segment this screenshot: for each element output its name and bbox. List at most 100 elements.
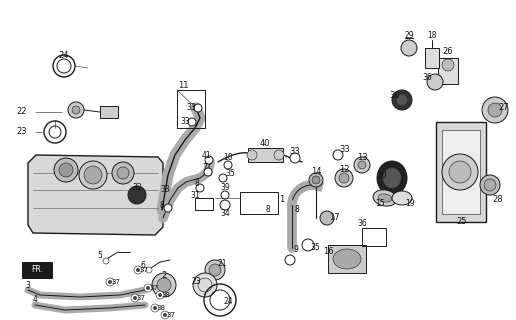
Ellipse shape [392, 191, 412, 205]
Bar [328, 245, 366, 273]
Text: 40: 40 [260, 139, 270, 148]
Text: 8: 8 [295, 205, 299, 214]
Circle shape [112, 162, 134, 184]
Bar [177, 90, 205, 128]
Text: 38: 38 [156, 305, 166, 311]
Text: 36: 36 [422, 74, 432, 83]
Circle shape [309, 173, 323, 187]
Bar [362, 228, 386, 246]
Text: 37: 37 [139, 267, 149, 273]
Circle shape [320, 211, 334, 225]
Text: 25: 25 [457, 218, 467, 227]
Text: 23: 23 [17, 127, 27, 137]
Text: 5: 5 [98, 252, 103, 260]
Circle shape [54, 158, 78, 182]
Circle shape [392, 90, 412, 110]
Text: 21: 21 [217, 260, 227, 268]
Circle shape [312, 176, 320, 184]
Circle shape [274, 150, 284, 160]
Text: 31: 31 [190, 190, 200, 199]
Text: 12: 12 [338, 164, 349, 173]
Text: 19: 19 [405, 199, 415, 209]
Circle shape [484, 179, 496, 191]
Circle shape [131, 294, 139, 302]
Circle shape [219, 174, 227, 182]
Text: 37: 37 [137, 295, 146, 301]
Circle shape [128, 186, 146, 204]
Circle shape [194, 104, 202, 112]
Circle shape [480, 175, 500, 195]
Text: 37: 37 [111, 279, 121, 285]
Text: 14: 14 [311, 167, 321, 177]
Text: 39: 39 [220, 183, 230, 193]
Circle shape [134, 266, 142, 274]
Text: 8: 8 [159, 202, 165, 211]
Text: 29: 29 [404, 31, 414, 41]
Text: 33: 33 [180, 117, 190, 126]
Circle shape [79, 161, 107, 189]
Text: 32: 32 [132, 182, 142, 191]
Circle shape [221, 191, 229, 199]
Circle shape [427, 74, 443, 90]
Circle shape [164, 204, 172, 212]
Text: 35: 35 [310, 244, 320, 252]
Circle shape [285, 255, 295, 265]
Text: 33: 33 [160, 186, 170, 195]
Circle shape [84, 166, 102, 184]
Text: 35: 35 [225, 170, 235, 179]
Circle shape [339, 173, 349, 183]
Text: 41: 41 [201, 150, 211, 159]
Text: 10: 10 [223, 154, 233, 163]
Bar [436, 122, 486, 222]
Circle shape [68, 102, 84, 118]
Circle shape [442, 59, 454, 71]
Circle shape [106, 278, 114, 286]
Text: 15: 15 [375, 199, 385, 209]
Text: 3: 3 [26, 281, 30, 290]
Text: 34: 34 [220, 209, 230, 218]
Circle shape [401, 40, 417, 56]
Circle shape [133, 296, 137, 300]
Text: 6: 6 [140, 261, 146, 270]
Text: 33: 33 [289, 147, 300, 156]
Circle shape [442, 154, 478, 190]
Ellipse shape [377, 161, 407, 195]
Text: 11: 11 [178, 82, 188, 91]
Ellipse shape [333, 249, 361, 269]
Circle shape [188, 118, 196, 126]
Circle shape [136, 268, 140, 272]
Text: 37: 37 [167, 312, 175, 318]
Text: 27: 27 [498, 103, 509, 113]
Text: 28: 28 [493, 196, 503, 204]
Text: 4: 4 [33, 295, 38, 305]
Text: 22: 22 [17, 108, 27, 116]
Text: 33: 33 [340, 145, 350, 154]
Circle shape [151, 304, 159, 312]
Bar [438, 58, 458, 84]
Circle shape [152, 273, 176, 297]
Bar [195, 198, 213, 210]
Circle shape [333, 150, 343, 160]
Text: 18: 18 [427, 31, 437, 41]
Circle shape [205, 156, 213, 164]
Circle shape [196, 184, 204, 192]
Text: 8: 8 [266, 205, 270, 214]
Circle shape [156, 291, 164, 299]
Circle shape [146, 286, 150, 290]
Circle shape [103, 258, 109, 264]
Circle shape [158, 293, 162, 297]
Circle shape [220, 200, 230, 210]
Circle shape [163, 313, 167, 317]
Circle shape [117, 167, 129, 179]
Circle shape [358, 161, 366, 169]
Text: 13: 13 [357, 153, 367, 162]
Ellipse shape [383, 168, 401, 188]
Circle shape [224, 161, 232, 169]
Text: 24: 24 [223, 298, 233, 307]
Circle shape [209, 264, 221, 276]
Circle shape [354, 157, 370, 173]
Bar [240, 192, 278, 214]
Text: 23: 23 [191, 277, 201, 286]
Circle shape [108, 280, 112, 284]
Text: 16: 16 [322, 247, 333, 257]
